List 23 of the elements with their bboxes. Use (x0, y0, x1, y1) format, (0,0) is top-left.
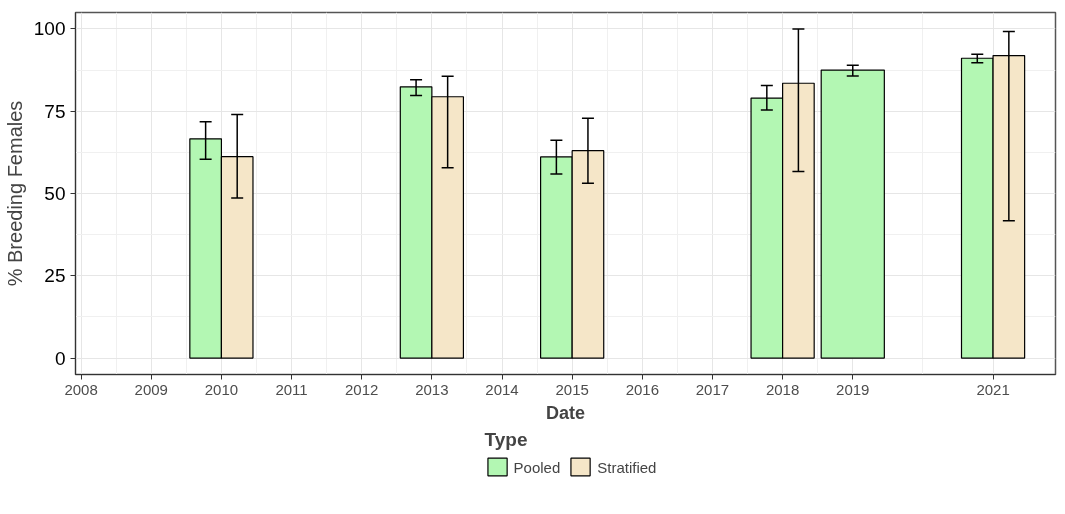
x-tick-label: 2019 (836, 380, 870, 398)
x-tick-label: 2011 (275, 380, 308, 398)
x-tick-label: 2016 (625, 380, 660, 398)
y-tick-label: 75 (44, 100, 66, 122)
x-tick-label: 2008 (64, 380, 98, 398)
legend-label: Pooled (513, 458, 561, 475)
legend-label: Stratified (597, 458, 657, 475)
y-axis-title: % Breeding Females (3, 100, 26, 287)
x-tick-label: 2012 (345, 380, 379, 398)
x-tick-label: 2017 (695, 380, 730, 398)
x-tick-label: 2015 (555, 380, 589, 398)
x-tick-label: 2014 (485, 380, 519, 398)
x-tick-label: 2021 (976, 380, 1010, 398)
x-axis-title: Date (545, 402, 586, 423)
x-tick-label: 2018 (765, 380, 800, 398)
y-tick-label: 0 (54, 347, 66, 369)
y-tick-label: 25 (44, 265, 66, 287)
y-tick-label: 50 (44, 183, 66, 204)
y-tick-label: 100 (33, 18, 66, 40)
x-tick-label: 2013 (415, 380, 449, 398)
x-tick-label: 2009 (134, 380, 168, 398)
x-tick-label: 2010 (204, 380, 239, 398)
legend-title: Type (484, 428, 529, 451)
